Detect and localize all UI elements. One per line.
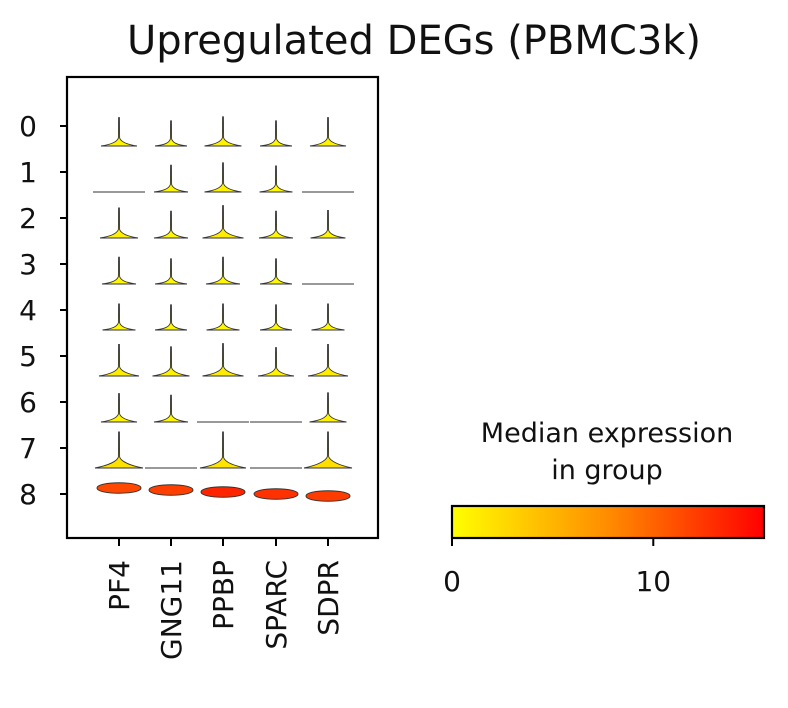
- colorbar-tick-label: 10: [635, 565, 671, 598]
- violin-ppbp-group-2: [202, 205, 244, 239]
- violin-gng11-group-0: [154, 120, 188, 147]
- violin-pf4-group-8: [96, 482, 142, 494]
- violin-gng11-group-8: [148, 484, 194, 496]
- violin-sdpr-group-6: [309, 392, 347, 423]
- chart-title: Upregulated DEGs (PBMC3k): [127, 18, 701, 64]
- violin-pf4-group-2: [99, 207, 139, 239]
- y-tick-label: 7: [19, 432, 37, 465]
- violin-sparc-group-5: [257, 347, 295, 377]
- violin-pf4-group-7: [94, 431, 144, 469]
- x-tick-label: SDPR: [312, 560, 345, 636]
- violin-sparc-group-0: [259, 120, 293, 147]
- violin-sdpr-group-5: [307, 343, 349, 377]
- violin-gng11-group-6: [153, 394, 189, 423]
- violin-pf4-group-4: [102, 303, 136, 331]
- violin-ppbp-group-0: [204, 116, 242, 147]
- violin-sdpr-group-2: [310, 209, 346, 239]
- x-axis: PF4 GNG11 PPBP SPARC SDPR: [103, 538, 345, 660]
- violin-sdpr-group-8: [305, 490, 351, 502]
- violin-sparc-group-2: [258, 210, 294, 239]
- violin-pf4-group-0: [100, 117, 138, 147]
- colorbar-tick-label: 0: [443, 565, 461, 598]
- colorbar-title-line1: Median expression: [481, 418, 733, 449]
- violin-gng11-group-4: [154, 304, 188, 331]
- violin-pf4-group-3: [101, 256, 137, 285]
- violin-sparc-group-8: [253, 488, 299, 500]
- y-tick-label: 3: [19, 248, 37, 281]
- violin-sdpr-group-7: [303, 431, 353, 469]
- y-tick-label: 6: [19, 386, 37, 419]
- y-tick-label: 4: [19, 294, 37, 327]
- y-tick-label: 1: [19, 156, 37, 189]
- x-tick-label: PPBP: [207, 560, 240, 630]
- violin-ppbp-group-5: [202, 343, 244, 377]
- colorbar: [450, 504, 766, 540]
- violin-gng11-group-5: [152, 346, 190, 377]
- violin-pf4-group-5: [98, 343, 140, 377]
- violin-sdpr-group-0: [309, 117, 347, 147]
- y-tick-label: 2: [19, 202, 37, 235]
- violin-ppbp-group-8: [200, 486, 246, 498]
- y-axis: 0 1 2 3 4 5 6 7 8: [19, 110, 67, 511]
- violin-sdpr-group-4: [311, 303, 345, 331]
- violin-ppbp-group-4: [206, 303, 240, 331]
- colorbar-title-line2: in group: [551, 455, 663, 486]
- colorbar-ticks: 0 10: [443, 538, 671, 598]
- violin-sparc-group-3: [259, 258, 293, 285]
- violins: [93, 116, 354, 502]
- violin-gng11-group-1: [153, 164, 189, 193]
- y-tick-label: 8: [19, 478, 37, 511]
- violin-gng11-group-3: [154, 258, 188, 285]
- violin-sparc-group-1: [259, 165, 293, 193]
- y-tick-label: 0: [19, 110, 37, 143]
- x-tick-label: SPARC: [260, 560, 293, 650]
- x-tick-label: GNG11: [155, 560, 188, 660]
- violin-gng11-group-2: [153, 210, 189, 239]
- violin-ppbp-group-7: [199, 431, 247, 469]
- y-tick-label: 5: [19, 340, 37, 373]
- violin-ppbp-group-3: [205, 256, 241, 285]
- violin-ppbp-group-1: [204, 162, 242, 193]
- violin-pf4-group-6: [100, 393, 138, 423]
- violin-sparc-group-4: [259, 304, 293, 331]
- x-tick-label: PF4: [103, 560, 136, 611]
